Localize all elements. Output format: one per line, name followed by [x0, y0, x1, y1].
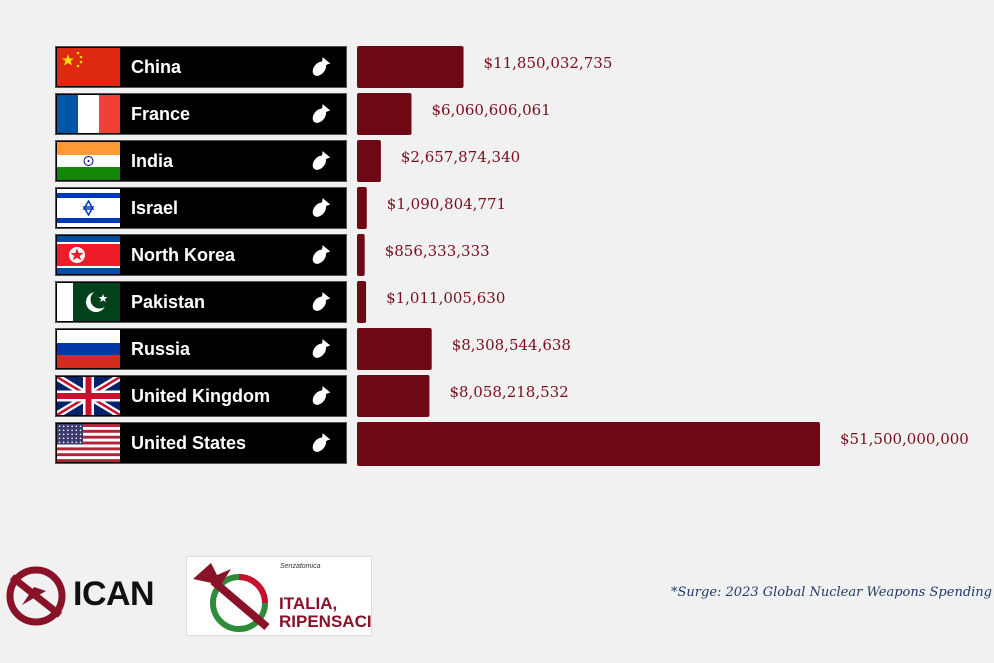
country-row-china: China: [55, 46, 347, 88]
ican-wordmark: ICAN: [73, 575, 155, 613]
country-name: Israel: [131, 198, 179, 218]
country-name: Pakistan: [131, 292, 206, 312]
country-row-france: France: [55, 93, 347, 135]
flag-north-korea-icon: [57, 236, 120, 274]
country-row-israel: Israel: [55, 187, 347, 229]
flag-india-icon: [57, 142, 120, 180]
italia-ripensaci-title: ITALIA, RIPENSACI: [279, 594, 372, 631]
country-name: India: [131, 151, 174, 171]
bar-pakistan: [357, 281, 367, 323]
bar-india: [357, 140, 381, 182]
bar-united-states: [357, 422, 820, 466]
italia-emblem-icon: [193, 563, 270, 632]
bar-chart: [357, 46, 820, 466]
bomb-icon: [308, 103, 332, 127]
bar-france: [357, 93, 412, 135]
value-label-india: $2,657,874,340: [400, 148, 521, 166]
country-name: United Kingdom: [131, 386, 270, 406]
value-label-china: $11,850,032,735: [483, 54, 613, 72]
value-label-france: $6,060,606,061: [431, 101, 551, 119]
country-row-russia: Russia: [55, 328, 347, 370]
country-row-united-states: United States: [55, 422, 347, 464]
italia-ripensaci-logo: Senzatomica ITALIA, RIPENSACI: [186, 556, 372, 636]
bomb-icon: [308, 432, 332, 456]
ican-logo: [6, 566, 66, 626]
bar-united-kingdom: [357, 375, 430, 417]
flag-china-icon: [57, 48, 120, 86]
flag-israel-icon: [57, 189, 120, 227]
bar-china: [357, 46, 464, 88]
value-label-united-kingdom: $8,058,218,532: [449, 383, 569, 401]
footnote: *Surge: 2023 Global Nuclear Weapons Spen…: [671, 585, 992, 600]
value-label-north-korea: $856,333,333: [384, 242, 490, 260]
bar-north-korea: [357, 234, 365, 276]
value-label-united-states: $51,500,000,000: [840, 430, 969, 448]
bomb-icon: [308, 385, 332, 409]
flag-united-states-icon: [57, 424, 120, 462]
bomb-icon: [308, 150, 332, 174]
senzatomica-label: Senzatomica: [280, 563, 321, 570]
bar-israel: [357, 187, 367, 229]
country-row-united-kingdom: United Kingdom: [55, 375, 347, 417]
country-name: North Korea: [131, 245, 236, 265]
bar-russia: [357, 328, 432, 370]
value-label-russia: $8,308,544,638: [451, 336, 571, 354]
flag-russia-icon: [57, 330, 120, 368]
bomb-icon: [308, 291, 332, 315]
bomb-icon: [308, 56, 332, 80]
country-name: United States: [131, 433, 247, 453]
flag-united-kingdom-icon: [57, 377, 120, 415]
country-name: Russia: [131, 339, 191, 359]
flag-pakistan-icon: [57, 283, 120, 321]
bomb-icon: [308, 338, 332, 362]
country-name: France: [131, 104, 191, 124]
country-row-india: India: [55, 140, 347, 182]
country-row-pakistan: Pakistan: [55, 281, 347, 323]
value-label-israel: $1,090,804,771: [386, 195, 507, 213]
country-row-north-korea: North Korea: [55, 234, 347, 276]
value-label-pakistan: $1,011,005,630: [386, 289, 506, 307]
flag-france-icon: [57, 95, 120, 133]
bomb-icon: [308, 244, 332, 268]
country-name: China: [131, 57, 182, 77]
italia-line2: RIPENSACI: [279, 612, 372, 631]
bomb-icon: [308, 197, 332, 221]
italia-line1: ITALIA,: [279, 594, 338, 613]
